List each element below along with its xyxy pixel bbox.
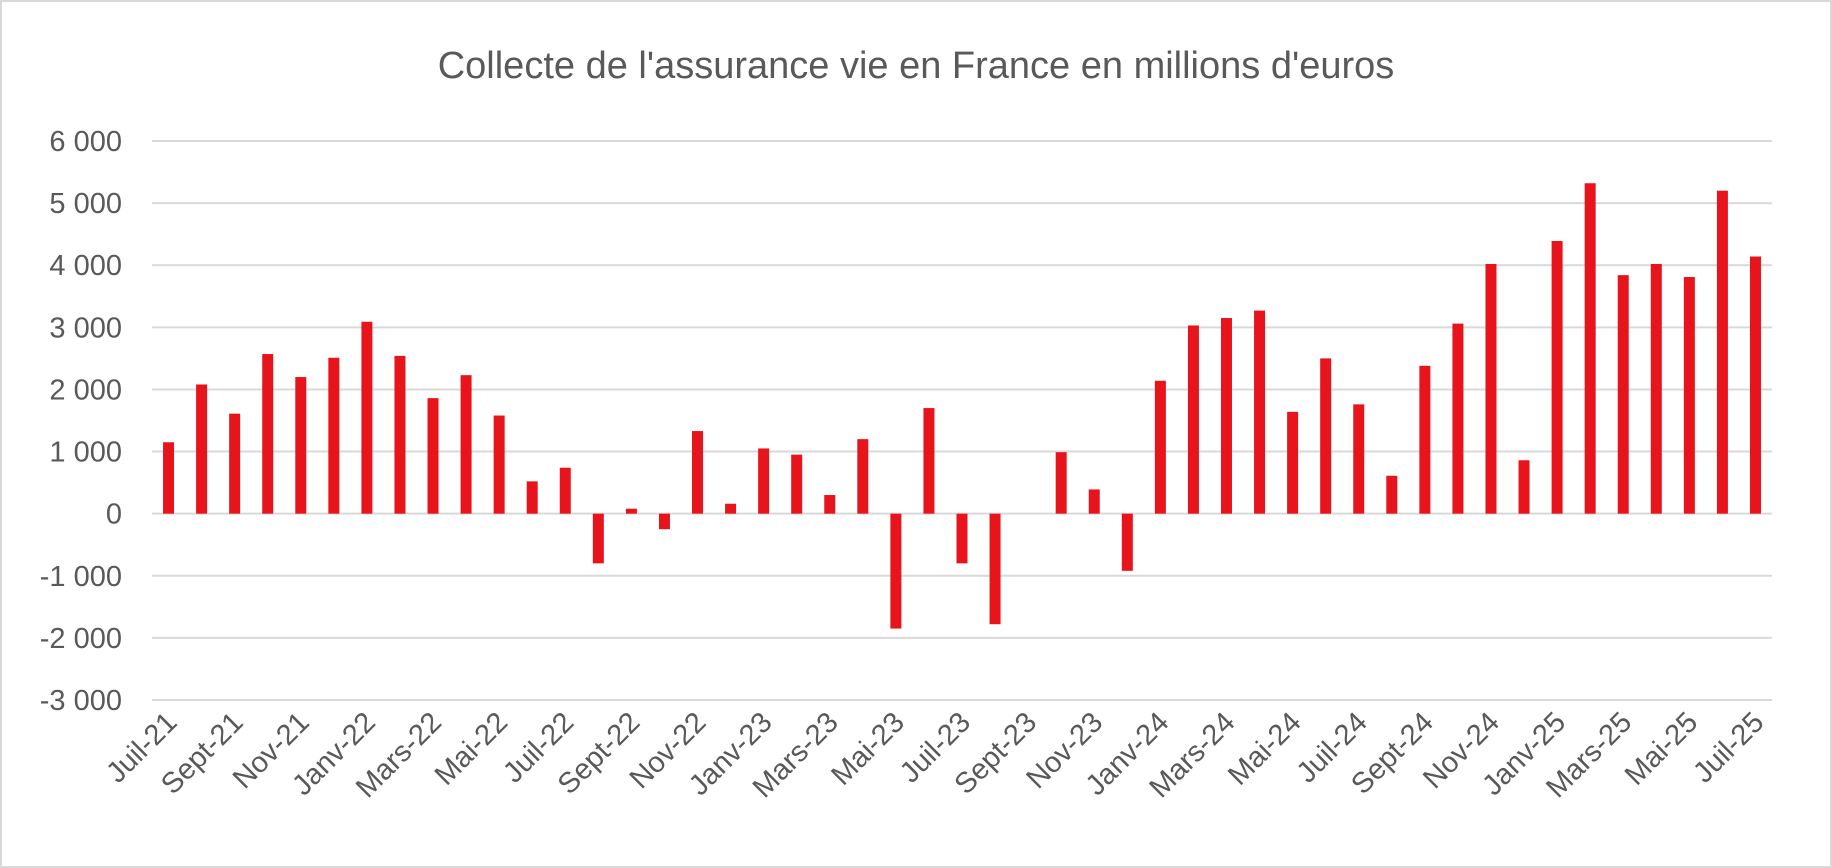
bar-Déc-21 xyxy=(328,357,340,514)
bar-Mai-25 xyxy=(1683,277,1695,514)
bar-Févr-25 xyxy=(1584,183,1596,514)
bar-Mai-22 xyxy=(493,415,505,514)
bar-Nov-21 xyxy=(295,377,307,514)
x-tick-label: Juil-25 xyxy=(1687,706,1770,789)
bar-Avr-24 xyxy=(1254,310,1266,514)
bar-Juil-23 xyxy=(956,513,968,564)
bar-Févr-22 xyxy=(394,355,406,514)
bar-Oct-24 xyxy=(1452,323,1464,514)
bar-Juil-22 xyxy=(559,467,571,514)
y-tick-label: -2 000 xyxy=(40,623,122,655)
x-axis-tick-labels: Juil-21Sept-21Nov-21Janv-22Mars-22Mai-22… xyxy=(100,706,1770,804)
bar-Juin-25 xyxy=(1716,190,1728,514)
y-tick-label: -1 000 xyxy=(40,561,122,593)
bar-Oct-22 xyxy=(658,513,670,530)
bar-Avr-23 xyxy=(857,439,869,514)
bar-Sept-22 xyxy=(625,508,637,514)
bar-Juil-25 xyxy=(1749,256,1761,514)
bar-Août-23 xyxy=(989,513,1001,625)
grid-layer xyxy=(152,140,1772,701)
bars xyxy=(163,183,1761,629)
bar-Juil-21 xyxy=(163,442,175,514)
y-tick-label: 5 000 xyxy=(49,188,122,220)
x-tick-label: Mai-24 xyxy=(1222,706,1307,791)
bar-Janv-23 xyxy=(758,448,770,514)
bar-Déc-24 xyxy=(1518,460,1530,514)
bar-Janv-22 xyxy=(361,321,373,514)
y-tick-label: -3 000 xyxy=(40,685,122,717)
bar-Août-24 xyxy=(1386,475,1398,514)
y-axis-tick-labels: 6 000 5 000 4 000 3 000 2 000 1 000 0 -1 000 -2 … xyxy=(40,126,122,717)
bar-Mars-25 xyxy=(1617,275,1629,514)
x-tick-label: Mai-23 xyxy=(826,706,911,791)
bar-Juin-23 xyxy=(923,408,935,514)
bar-Juin-24 xyxy=(1320,358,1332,514)
bar-Févr-24 xyxy=(1187,325,1199,514)
bar-Nov-23 xyxy=(1088,489,1100,514)
bar-Août-22 xyxy=(592,513,604,564)
bar-Août-21 xyxy=(196,384,208,514)
bar-Janv-25 xyxy=(1551,240,1563,514)
bar-Juin-22 xyxy=(526,481,538,514)
bar-Nov-22 xyxy=(692,431,704,514)
bar-Déc-23 xyxy=(1121,513,1133,571)
bar-Juil-24 xyxy=(1353,404,1365,514)
x-tick-label: Mai-22 xyxy=(429,706,514,791)
bar-Mai-24 xyxy=(1287,411,1299,514)
bar-Oct-23 xyxy=(1055,452,1067,514)
bar-Sept-24 xyxy=(1419,365,1431,514)
bar-Mars-23 xyxy=(824,495,836,514)
y-tick-label: 0 xyxy=(106,499,122,531)
y-tick-label: 2 000 xyxy=(49,374,122,406)
bar-Mars-24 xyxy=(1220,318,1232,514)
bar-Sept-21 xyxy=(229,413,241,514)
bar-Déc-22 xyxy=(725,503,737,514)
bar-Oct-21 xyxy=(262,354,274,514)
y-tick-label: 4 000 xyxy=(49,250,122,282)
chart-title: Collecte de l'assurance vie en France en… xyxy=(438,45,1395,87)
x-tick-label: Mai-25 xyxy=(1619,706,1704,791)
bar-Févr-23 xyxy=(791,454,803,514)
bar-Mars-22 xyxy=(427,398,439,514)
bar-Avr-22 xyxy=(460,375,472,514)
y-tick-label: 1 000 xyxy=(49,437,122,469)
bar-Janv-24 xyxy=(1154,380,1166,514)
bar-Avr-25 xyxy=(1650,263,1662,514)
y-tick-label: 3 000 xyxy=(49,312,122,344)
y-tick-label: 6 000 xyxy=(49,126,122,158)
bar-Mai-23 xyxy=(890,513,902,629)
bar-Nov-24 xyxy=(1485,263,1497,514)
